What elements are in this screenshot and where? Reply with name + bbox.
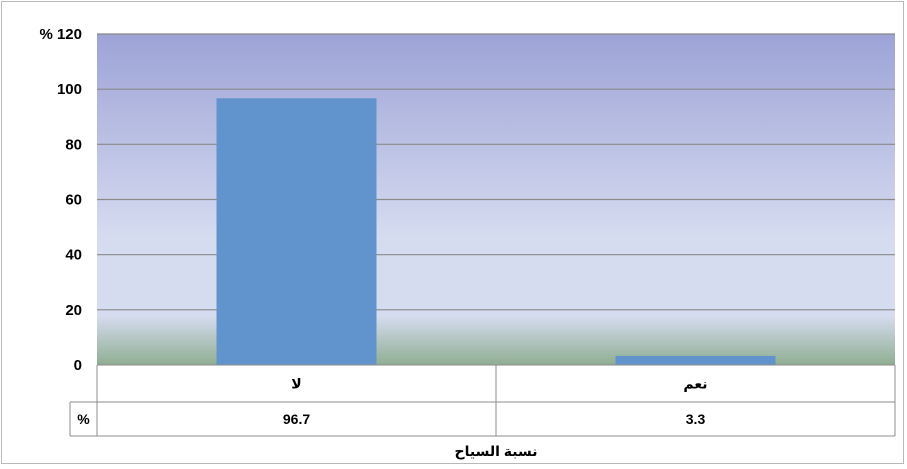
bar (615, 355, 776, 365)
category-label: لا (291, 376, 301, 392)
category-label: نعم (683, 376, 707, 392)
y-tick-label: 80 (65, 136, 82, 153)
bars (216, 98, 776, 365)
data-value-label: 3.3 (686, 411, 706, 427)
y-tick-label: % 120 (39, 26, 82, 43)
table-row-label: % (77, 411, 90, 427)
y-axis-ticks: 0 20 40 60 80 100 % 120 (39, 26, 82, 374)
y-tick-label: 60 (65, 192, 82, 209)
data-value-label: 96.7 (283, 411, 310, 427)
y-tick-label: 40 (65, 247, 82, 264)
data-table: % لا 96.7 نعم 3.3 (69, 364, 896, 437)
x-axis-title: نسبة السياح (455, 443, 538, 459)
bar (216, 98, 377, 365)
y-tick-label: 20 (65, 302, 82, 319)
y-tick-label: 0 (74, 357, 82, 374)
y-tick-label: 100 (57, 81, 82, 98)
